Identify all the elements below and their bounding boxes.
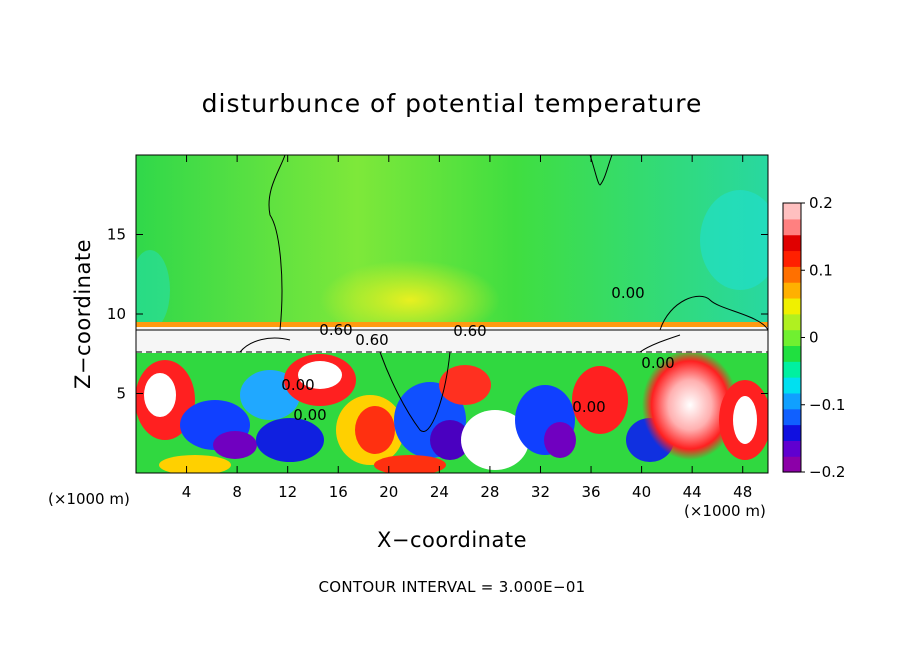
x-tick-label: 32 [531, 483, 550, 501]
tropopause-band [136, 322, 768, 327]
colorbar-swatch [783, 361, 801, 378]
colorbar-tick-label: −0.1 [809, 396, 845, 414]
colorbar-swatch [783, 203, 801, 220]
x-axis-unit-left: (×1000 m) [48, 490, 130, 508]
contour-label: 0.60 [319, 321, 352, 339]
y-axis: 5 10 15 [107, 226, 768, 403]
stable-layer-band [136, 327, 768, 353]
x-tick-label: 24 [430, 483, 449, 501]
upper-cyan-region [700, 190, 768, 290]
contour-labels: 0.600.60 0.600.000.00 0.000.000.00 [281, 284, 674, 424]
colorbar-swatch [783, 297, 801, 315]
colorbar-swatch [783, 377, 801, 394]
x-tick-label: 40 [632, 483, 651, 501]
x-tick-label: 12 [278, 483, 297, 501]
colorbar-swatch [783, 218, 801, 236]
y-tick-label: 10 [107, 305, 126, 323]
contour-label: 0.00 [293, 406, 326, 424]
colorbar: 0.2 0.1 0 −0.1 −0.2 [782, 194, 845, 481]
contour-label: 0.00 [641, 354, 674, 372]
colorbar-swatch [783, 408, 801, 426]
contour-label: 0.60 [355, 331, 388, 349]
colorbar-swatch [783, 282, 801, 299]
plot-area [136, 155, 768, 473]
colorbar-swatch [783, 392, 801, 410]
contour-label: 0.60 [453, 322, 486, 340]
colorbar-tick-label: 0.1 [809, 261, 833, 279]
upper-cyan-region [136, 250, 170, 330]
contour-lines [136, 155, 768, 433]
colorbar-swatch [783, 345, 801, 362]
x-tick-label: 8 [232, 483, 242, 501]
contour-label: 0.00 [281, 376, 314, 394]
x-tick-label: 20 [379, 483, 398, 501]
colorbar-swatch [783, 234, 801, 252]
x-tick-label: 36 [581, 483, 600, 501]
contour-interval-note: CONTOUR INTERVAL = 3.000E−01 [318, 578, 585, 596]
x-axis-label: X−coordinate [377, 528, 527, 552]
colorbar-tick-label: −0.2 [809, 463, 845, 481]
x-tick-label: 4 [182, 483, 192, 501]
x-axis-unit-right: (×1000 m) [684, 502, 766, 520]
colorbar-swatch [783, 329, 801, 347]
chart-title: disturbunce of potential temperature [202, 89, 703, 118]
contour-label: 0.00 [611, 284, 644, 302]
x-tick-label: 44 [683, 483, 702, 501]
colorbar-swatch [783, 440, 801, 457]
colorbar-tick-label: 0.2 [809, 194, 833, 212]
upper-yellow-anomaly [320, 260, 500, 340]
colorbar-tick-label: 0 [809, 329, 819, 347]
y-axis-label: Z−coordinate [71, 239, 95, 389]
colorbar-swatch [783, 250, 801, 267]
colorbar-swatch [783, 456, 801, 473]
x-tick-label: 48 [733, 483, 752, 501]
x-tick-label: 16 [329, 483, 348, 501]
y-tick-label: 5 [116, 385, 126, 403]
x-tick-label: 28 [480, 483, 499, 501]
contour-label: 0.00 [572, 398, 605, 416]
convective-cells [136, 350, 768, 473]
y-tick-label: 15 [107, 226, 126, 244]
colorbar-swatch [783, 266, 801, 283]
x-axis: 4 8 12 16 20 24 28 32 36 40 44 48 [182, 155, 752, 501]
colorbar-swatch [783, 424, 801, 441]
colorbar-swatch [783, 313, 801, 331]
